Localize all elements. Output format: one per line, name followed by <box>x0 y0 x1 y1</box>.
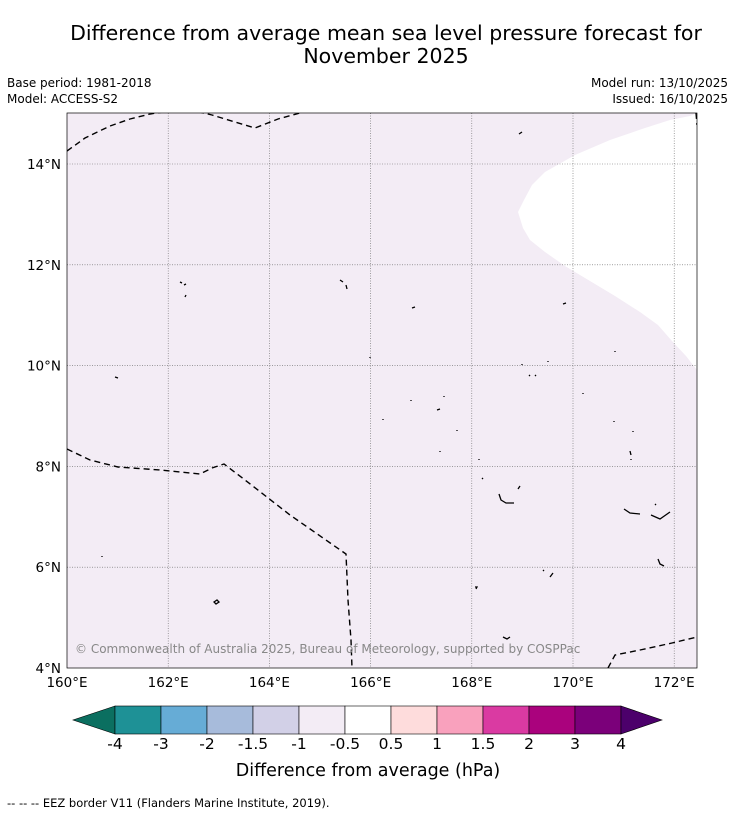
colorbar-segment <box>574 705 622 735</box>
copyright-text: © Commonwealth of Australia 2025, Bureau… <box>75 642 580 656</box>
island <box>623 503 671 520</box>
island <box>528 374 537 377</box>
colorbar-tick-label: -3 <box>153 735 169 753</box>
lat-label: 8°N <box>36 459 61 475</box>
map-frame <box>66 112 698 669</box>
meta-right: Model run: 13/10/2025 Issued: 16/10/2025 <box>591 75 728 107</box>
island <box>502 636 511 640</box>
lat-label: 6°N <box>36 560 61 576</box>
lon-label: 170°E <box>552 675 593 691</box>
model-name: Model: ACCESS-S2 <box>7 92 119 106</box>
island <box>411 306 416 309</box>
colorbar-tick-label: -0.5 <box>329 735 361 753</box>
longitude-labels: 160°E 162°E 164°E 166°E 168°E 170°E 172°E <box>46 675 694 691</box>
island <box>382 408 634 432</box>
colorbar-tick-label: -4 <box>107 735 123 753</box>
lat-label: 10°N <box>27 359 61 375</box>
colorbar-segment <box>114 705 162 735</box>
colorbar-segment <box>298 705 346 735</box>
base-period: Base period: 1981-2018 <box>7 76 152 90</box>
colorbar-segment <box>436 705 484 735</box>
title-line-2: November 2025 <box>303 44 469 68</box>
island <box>339 279 348 290</box>
lon-label: 168°E <box>451 675 492 691</box>
island <box>657 558 665 567</box>
lon-label: 164°E <box>249 675 290 691</box>
colorbar-segment <box>344 705 392 735</box>
eez-border-north <box>67 113 301 152</box>
colorbar-segment <box>482 705 530 735</box>
lon-label: 160°E <box>46 675 87 691</box>
island <box>114 376 119 379</box>
colorbar-tick-label: -1 <box>291 735 307 753</box>
island <box>475 586 479 590</box>
colorbar-segment <box>206 705 254 735</box>
eez-legend: -- -- -- EEZ border V11 (Flanders Marine… <box>7 796 330 810</box>
colorbar-tick-label: -2 <box>199 735 215 753</box>
lat-label: 4°N <box>36 661 61 677</box>
lon-label: 166°E <box>350 675 391 691</box>
island <box>410 393 584 401</box>
colorbar-segment <box>160 705 208 735</box>
title-line-1: Difference from average mean sea level p… <box>70 21 702 45</box>
meta-left: Base period: 1981-2018 Model: ACCESS-S2 <box>7 75 152 107</box>
model-run: Model run: 13/10/2025 <box>590 76 728 90</box>
colorbar-label: Difference from average (hPa) <box>235 761 501 781</box>
colorbar-tick-label: -1.5 <box>237 735 269 753</box>
islands <box>101 131 671 640</box>
colorbar-extend-high <box>620 705 663 735</box>
neutral-anomaly-region <box>518 113 697 370</box>
island <box>542 569 554 578</box>
colorbar-segment <box>390 705 438 735</box>
colorbar <box>72 705 663 735</box>
colorbar-tick-label: 3 <box>570 735 580 753</box>
island <box>521 351 616 365</box>
map-gridlines <box>67 113 697 668</box>
island <box>562 302 567 305</box>
island <box>439 450 632 460</box>
colorbar-extend-low <box>72 705 116 735</box>
lon-label: 162°E <box>148 675 189 691</box>
colorbar-tick-label: 4 <box>616 735 626 753</box>
latitude-labels: 4°N 6°N 8°N 10°N 12°N 14°N <box>27 157 61 677</box>
page-title: Difference from average mean sea level p… <box>0 22 736 68</box>
eez-border-west <box>67 448 353 668</box>
lat-label: 14°N <box>27 157 61 173</box>
colorbar-tick-label: 1 <box>432 735 442 753</box>
lon-label: 172°E <box>654 675 695 691</box>
colorbar-tick-label: 1.5 <box>470 735 496 753</box>
island <box>518 131 523 135</box>
colorbar-segment <box>252 705 300 735</box>
colorbar-tick-label: 2 <box>524 735 534 753</box>
lat-label: 12°N <box>27 258 61 274</box>
island <box>179 281 187 298</box>
island <box>212 599 221 605</box>
eez-border-southeast <box>607 636 697 668</box>
island <box>478 459 484 480</box>
colorbar-segment <box>528 705 576 735</box>
issued-date: Issued: 16/10/2025 <box>612 92 728 106</box>
island <box>498 485 521 504</box>
colorbar-tick-labels: -4 -3 -2 -1.5 -1 -0.5 0.5 1 1.5 2 3 4 <box>0 735 736 755</box>
colorbar-tick-label: 0.5 <box>378 735 404 753</box>
